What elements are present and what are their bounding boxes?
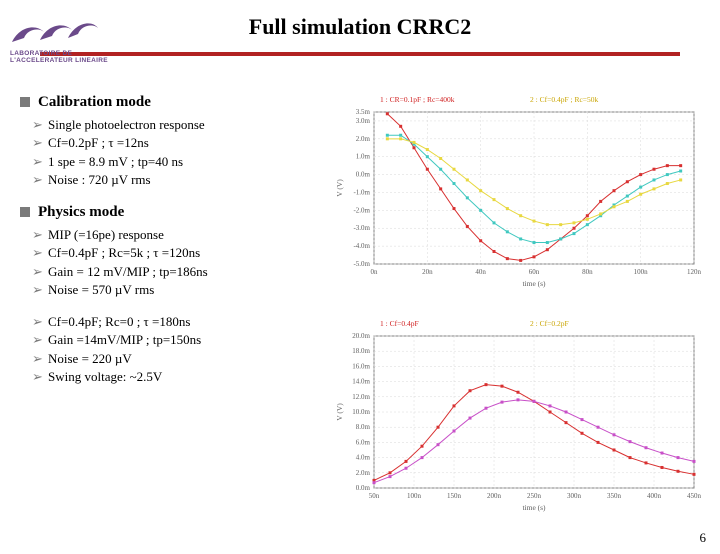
svg-text:0.0m: 0.0m <box>356 171 371 179</box>
svg-text:100n: 100n <box>407 492 422 500</box>
svg-text:60n: 60n <box>529 268 540 276</box>
svg-text:-2.0m: -2.0m <box>353 206 370 214</box>
svg-text:2.0m: 2.0m <box>356 135 371 143</box>
svg-text:100n: 100n <box>634 268 649 276</box>
bullet-item: Cf=0.4pF ; Rc=5k ; τ =120ns <box>50 245 320 261</box>
svg-text:12.0m: 12.0m <box>352 393 370 401</box>
section-heading-calibration: Calibration mode <box>20 94 320 111</box>
svg-text:2.0m: 2.0m <box>356 469 371 477</box>
svg-text:-3.0m: -3.0m <box>353 224 370 232</box>
svg-text:20n: 20n <box>422 268 433 276</box>
svg-text:0n: 0n <box>371 268 379 276</box>
svg-text:200n: 200n <box>487 492 502 500</box>
svg-text:18.0m: 18.0m <box>352 347 370 355</box>
svg-text:14.0m: 14.0m <box>352 378 370 386</box>
svg-text:2 : Cf=0.2pF: 2 : Cf=0.2pF <box>530 319 569 328</box>
svg-text:250n: 250n <box>527 492 542 500</box>
svg-text:1 : CR=0.1pF ; Rc=400k: 1 : CR=0.1pF ; Rc=400k <box>380 95 455 104</box>
svg-text:1.0m: 1.0m <box>356 153 371 161</box>
logo-subtitle: LABORATOIRE DE L'ACCELERATEUR LINEAIRE <box>10 50 110 64</box>
bullet-item: Noise = 570 µV rms <box>50 282 320 298</box>
svg-text:time (s): time (s) <box>522 279 546 288</box>
svg-text:50n: 50n <box>369 492 380 500</box>
bullet-item: Gain = 12 mV/MIP ; tp=186ns <box>50 264 320 280</box>
svg-text:-5.0m: -5.0m <box>353 260 370 268</box>
svg-text:80n: 80n <box>582 268 593 276</box>
svg-text:450n: 450n <box>687 492 702 500</box>
svg-text:0.0m: 0.0m <box>356 484 371 492</box>
chart-calibration: 0n 20n 40n 60n 80n 100n 120n -5.0m -4.0m -3.0m -2.… <box>332 90 702 290</box>
svg-text:4.0m: 4.0m <box>356 454 371 462</box>
svg-text:3.5m: 3.5m <box>356 108 371 116</box>
svg-text:V (V): V (V) <box>335 179 344 197</box>
svg-text:40n: 40n <box>475 268 486 276</box>
text-content: Calibration mode Single photoelectron re… <box>20 94 320 387</box>
chart-physics: 50n 100n 150n 200n 250n 300n 350n 400n 450n 0.0m 2… <box>332 314 702 514</box>
bullet-item: Noise : 720 µV rms <box>50 172 320 188</box>
bullet-item: Swing voltage: ~2.5V <box>50 369 320 385</box>
svg-text:8.0m: 8.0m <box>356 423 371 431</box>
section-heading-physics: Physics mode <box>20 204 320 221</box>
bullet-item: 1 spe = 8.9 mV ; tp=40 ns <box>50 154 320 170</box>
svg-text:20.0m: 20.0m <box>352 332 370 340</box>
bullet-item: MIP (=16pe) response <box>50 227 320 243</box>
bullet-item: Cf=0.4pF; Rc=0 ; τ =180ns <box>50 314 320 330</box>
page-number: 6 <box>700 530 707 546</box>
bullet-item: Noise = 220 µV <box>50 351 320 367</box>
svg-text:time (s): time (s) <box>522 503 546 512</box>
svg-text:-4.0m: -4.0m <box>353 242 370 250</box>
svg-text:3.0m: 3.0m <box>356 117 371 125</box>
svg-text:150n: 150n <box>447 492 462 500</box>
svg-text:-1.0m: -1.0m <box>353 188 370 196</box>
svg-text:120n: 120n <box>687 268 702 276</box>
lal-logo: LABORATOIRE DE L'ACCELERATEUR LINEAIRE <box>10 20 110 70</box>
svg-text:V (V): V (V) <box>335 403 344 421</box>
svg-text:1 : Cf=0.4pF: 1 : Cf=0.4pF <box>380 319 419 328</box>
bullet-item: Single photoelectron response <box>50 117 320 133</box>
bullet-item: Gain =14mV/MIP ; tp=150ns <box>50 332 320 348</box>
title-rule <box>40 52 680 56</box>
svg-text:350n: 350n <box>607 492 622 500</box>
svg-text:400n: 400n <box>647 492 662 500</box>
bullet-item: Cf=0.2pF ; τ =12ns <box>50 135 320 151</box>
svg-text:16.0m: 16.0m <box>352 362 370 370</box>
svg-text:6.0m: 6.0m <box>356 438 371 446</box>
svg-text:300n: 300n <box>567 492 582 500</box>
svg-text:2 : Cf=0.4pF ; Rc=50k: 2 : Cf=0.4pF ; Rc=50k <box>530 95 599 104</box>
svg-text:10.0m: 10.0m <box>352 408 370 416</box>
